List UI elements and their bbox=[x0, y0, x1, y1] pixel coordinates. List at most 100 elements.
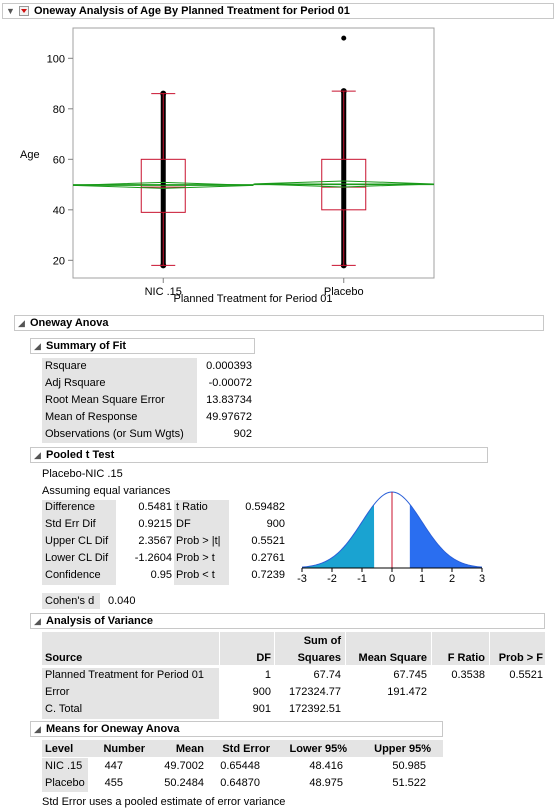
section-title: Oneway Anova bbox=[30, 317, 109, 329]
means-number: 455 bbox=[104, 777, 123, 789]
x-tick-label: 1 bbox=[419, 573, 425, 585]
means-header-band bbox=[42, 740, 443, 757]
section-title: Means for Oneway Anova bbox=[46, 723, 180, 735]
fit-value: -0.00072 bbox=[208, 377, 252, 389]
means-header-number: Number bbox=[103, 743, 145, 755]
fit-label: Observations (or Sum Wgts) bbox=[45, 428, 184, 440]
ttest-label: Upper CL Dif bbox=[45, 535, 109, 547]
means-upper: 50.985 bbox=[392, 760, 426, 772]
ttest-label: Confidence bbox=[45, 569, 101, 581]
section-title: Pooled t Test bbox=[46, 449, 115, 461]
y-tick-label: 60 bbox=[53, 154, 65, 166]
aov-header-band bbox=[42, 632, 545, 665]
ttest-label: Prob > t bbox=[176, 552, 215, 564]
aov-source: Error bbox=[45, 686, 70, 698]
analysis-of-variance-header[interactable]: ◢ Analysis of Variance bbox=[30, 613, 545, 629]
ttest-comparison: Placebo-NIC .15 bbox=[42, 468, 123, 480]
oneway-boxplot: 20 40 60 80 100 NIC .15 Placebo Age Planned Tr… bbox=[20, 27, 435, 305]
ttest-value: 0.59482 bbox=[245, 501, 285, 513]
fit-label: Adj Rsquare bbox=[45, 377, 106, 389]
aov-col-sep bbox=[345, 632, 346, 665]
ttest-label: DF bbox=[176, 518, 191, 530]
aov-ss: 172324.77 bbox=[289, 686, 341, 698]
plot-frame bbox=[72, 27, 435, 279]
fit-label: Mean of Response bbox=[45, 411, 138, 423]
fit-label: Root Mean Square Error bbox=[45, 394, 165, 406]
ttest-value: 0.5481 bbox=[138, 501, 172, 513]
aov-col-sep bbox=[431, 632, 432, 665]
x-tick-label: -2 bbox=[327, 573, 337, 585]
means-se: 0.65448 bbox=[220, 760, 260, 772]
collapse-triangle-icon[interactable]: ◢ bbox=[34, 724, 41, 734]
aov-df: 900 bbox=[252, 686, 271, 698]
aov-col-sep bbox=[219, 632, 220, 665]
fit-value: 902 bbox=[233, 428, 252, 440]
means-lower: 48.416 bbox=[309, 760, 343, 772]
aov-ms: 67.745 bbox=[393, 669, 427, 681]
left-tail-area bbox=[302, 504, 375, 568]
aov-header-df: DF bbox=[256, 652, 271, 664]
means-level-column bbox=[42, 758, 88, 792]
t-distribution-plot: -3 -2 -1 0 1 2 3 bbox=[297, 491, 485, 585]
aov-header-sumof: Sum of bbox=[303, 635, 341, 647]
ttest-value: -1.2604 bbox=[134, 552, 172, 564]
x-tick-label: 2 bbox=[449, 573, 455, 585]
cohens-d-label-box bbox=[42, 593, 100, 609]
aov-ss: 172392.51 bbox=[289, 703, 341, 715]
pooled-t-test-header[interactable]: ◢ Pooled t Test bbox=[30, 447, 488, 463]
x-tick-label: -3 bbox=[297, 573, 307, 585]
aov-row: Planned Treatment for Period 01 Error C.… bbox=[0, 668, 557, 719]
oneway-anova-header[interactable]: ◢ Oneway Anova bbox=[14, 315, 544, 331]
section-title: Analysis of Variance bbox=[46, 615, 153, 627]
x-tick-label: Placebo bbox=[324, 286, 364, 298]
means-lower: 48.975 bbox=[309, 777, 343, 789]
aov-source: C. Total bbox=[45, 703, 83, 715]
y-tick-label: 100 bbox=[47, 53, 65, 65]
ttest-value: 2.3567 bbox=[138, 535, 172, 547]
collapse-triangle-icon[interactable]: ▼ bbox=[6, 6, 15, 16]
aov-f: 0.3538 bbox=[451, 669, 485, 681]
fit-label-column bbox=[42, 358, 197, 443]
collapse-triangle-icon[interactable]: ◢ bbox=[18, 318, 25, 328]
means-header[interactable]: ◢ Means for Oneway Anova bbox=[30, 721, 443, 737]
outlier-point bbox=[341, 35, 347, 41]
aov-source-column bbox=[42, 668, 219, 719]
means-level: Placebo bbox=[45, 777, 85, 789]
x-tick-label: 0 bbox=[389, 573, 395, 585]
aov-df: 1 bbox=[264, 669, 271, 681]
means-footnote: Std Error uses a pooled estimate of erro… bbox=[42, 796, 286, 808]
section-title: Summary of Fit bbox=[46, 340, 127, 352]
ttest-value: 900 bbox=[266, 518, 285, 530]
fit-value: 0.000393 bbox=[206, 360, 252, 372]
y-tick-label: 20 bbox=[53, 255, 65, 267]
means-number: 447 bbox=[104, 760, 123, 772]
means-header-level: Level bbox=[45, 743, 74, 755]
report-header[interactable]: ▼ Oneway Analysis of Age By Planned Trea… bbox=[2, 3, 554, 19]
ttest-value: 0.7239 bbox=[251, 569, 285, 581]
ttest-label: Difference bbox=[45, 501, 95, 513]
ttest-right-label-column bbox=[174, 500, 229, 585]
ttest-label: t Ratio bbox=[176, 501, 208, 513]
summary-of-fit-header[interactable]: ◢ Summary of Fit bbox=[30, 338, 255, 354]
collapse-triangle-icon[interactable]: ◢ bbox=[34, 450, 41, 460]
ttest-label: Prob > |t| bbox=[176, 535, 221, 547]
ttest-assumption: Assuming equal variances bbox=[42, 485, 171, 497]
aov-col-sep bbox=[274, 632, 275, 665]
means-header-se: Std Error bbox=[222, 743, 270, 755]
ttest-value: 0.9215 bbox=[138, 518, 172, 530]
collapse-triangle-icon[interactable]: ◢ bbox=[34, 616, 41, 626]
aov-p: 0.5521 bbox=[509, 669, 543, 681]
ttest-value: 0.2761 bbox=[251, 552, 285, 564]
red-triangle-menu-icon[interactable] bbox=[19, 6, 29, 16]
aov-df: 901 bbox=[252, 703, 271, 715]
aov-ms: 191.472 bbox=[387, 686, 427, 698]
box bbox=[321, 158, 367, 211]
fit-value: 49.97672 bbox=[206, 411, 252, 423]
aov-header-ms: Mean Square bbox=[358, 652, 427, 664]
ttest-label: Lower CL Dif bbox=[45, 552, 109, 564]
cohens-d-label: Cohen's d bbox=[45, 595, 95, 607]
box bbox=[140, 158, 186, 213]
y-axis-label: Age bbox=[20, 149, 40, 161]
means-level: NIC .15 bbox=[45, 760, 83, 772]
collapse-triangle-icon[interactable]: ◢ bbox=[34, 341, 41, 351]
